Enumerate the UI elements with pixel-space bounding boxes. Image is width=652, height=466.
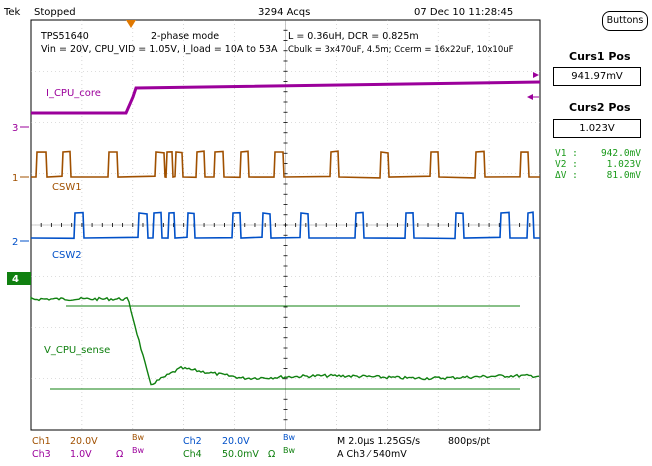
cursor-readout: V1 : 942.0mV V2 : 1.023V ΔV : 81.0mV [555, 148, 641, 181]
ch3-bw: Bw [132, 446, 145, 455]
ch3-scale: 1.0V [70, 449, 92, 460]
brand-label: Tek [4, 7, 21, 18]
ch4-marker: 4 [7, 272, 31, 285]
acquisition-count: 3294 Acqs [258, 7, 311, 18]
ch3-marker: 3 [12, 123, 29, 134]
trigger-position-marker [126, 20, 136, 28]
annotation-part: TPS51640 [40, 31, 89, 42]
ch4-ohm: Ω [268, 449, 276, 460]
trace-v-cpu-sense [30, 296, 540, 386]
trace-csw1 [31, 150, 540, 179]
ch1-scale: 20.0V [70, 436, 98, 447]
annotation-conditions: Vin = 20V, CPU_VID = 1.05V, I_load = 10A… [41, 44, 278, 55]
ch1-marker-label: 1 [12, 173, 18, 184]
v2-label: V2 : [555, 159, 578, 170]
trigger-setting[interactable]: A Ch3 ⁄ 540mV [337, 449, 407, 460]
dv-label: ΔV : [555, 170, 578, 181]
graticule-center-ticks [30, 19, 541, 431]
v2-value: 1.023V [606, 159, 641, 170]
ch3-ohm: Ω [116, 449, 124, 460]
ch3-offscale-arrow [533, 72, 539, 78]
ch3-name[interactable]: Ch3 [32, 449, 51, 460]
ch2-marker: 2 [12, 237, 29, 248]
ch3-marker-label: 3 [12, 123, 18, 134]
v1-value: 942.0mV [600, 148, 641, 159]
ch4-bw: Bw [283, 446, 296, 455]
ch1-marker: 1 [12, 173, 29, 184]
ch1-name[interactable]: Ch1 [32, 436, 51, 447]
dv-value: 81.0mV [606, 170, 641, 181]
curs2-value-box[interactable]: 1.023V [553, 119, 641, 138]
curs1-value-box[interactable]: 941.97mV [553, 67, 641, 86]
label-csw1: CSW1 [52, 182, 82, 193]
trace-csw2 [30, 211, 540, 240]
trace-i-cpu-core [31, 80, 541, 115]
label-v-cpu-sense: V_CPU_sense [44, 345, 110, 356]
ch2-scale: 20.0V [222, 436, 250, 447]
datetime: 07 Dec 10 11:28:45 [414, 7, 514, 18]
ch4-marker-label: 4 [12, 274, 19, 285]
annotation-inductor: L = 0.36uH, DCR = 0.825m [288, 31, 419, 42]
label-csw2: CSW2 [52, 250, 82, 261]
v1-label: V1 : [555, 148, 578, 159]
ch2-bw: Bw [283, 433, 296, 442]
buttons-button[interactable]: Buttons [602, 11, 648, 31]
ch1-bw: Bw [132, 433, 145, 442]
ch4-scale: 50.0mV [222, 449, 259, 460]
trigger-level-arrowhead [527, 94, 533, 100]
label-i-cpu-core: I_CPU_core [46, 88, 101, 99]
ch4-name[interactable]: Ch4 [183, 449, 202, 460]
run-state: Stopped [34, 7, 76, 18]
curs2-title: Curs2 Pos [569, 101, 631, 114]
record-length: 800ps/pt [448, 436, 491, 447]
ch2-marker-label: 2 [12, 237, 18, 248]
annotation-caps: Cbulk = 3x470uF, 4.5m; Ccerm = 16x22uF, … [288, 45, 514, 55]
annotation-mode: 2-phase mode [151, 31, 219, 42]
timebase[interactable]: M 2.0µs 1.25GS/s [337, 436, 421, 447]
curs1-title: Curs1 Pos [569, 50, 631, 63]
ch2-name[interactable]: Ch2 [183, 436, 202, 447]
